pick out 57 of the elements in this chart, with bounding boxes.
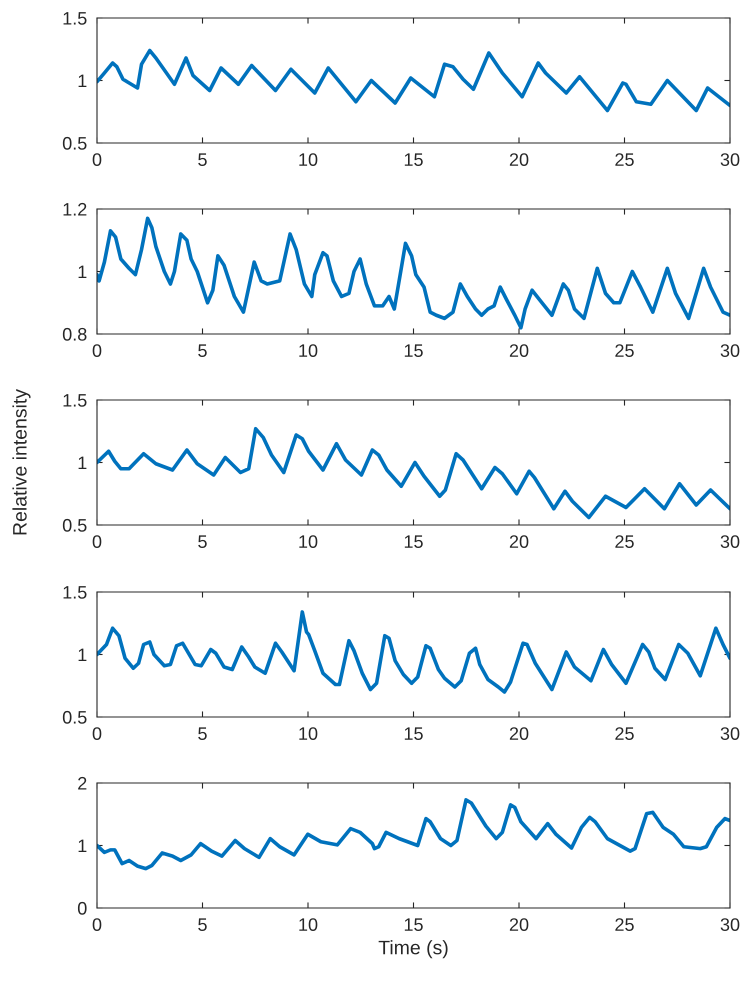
x-tick-label: 20 — [510, 344, 528, 357]
y-tick-label: 1 — [78, 648, 86, 662]
y-tick-label: 0.5 — [62, 136, 87, 150]
x-tick-label: 5 — [198, 344, 207, 357]
line-series — [97, 48, 730, 112]
line-series — [97, 798, 730, 870]
x-tick-label: 15 — [404, 344, 423, 357]
x-tick-label: 0 — [92, 153, 102, 166]
y-tick-label: 0.5 — [62, 710, 87, 724]
x-tick-label: 15 — [404, 918, 423, 931]
x-tick-label: 5 — [198, 535, 207, 548]
x-tick-label: 30 — [720, 918, 740, 931]
x-tick-label: 15 — [404, 727, 423, 740]
x-tick-label: 5 — [198, 153, 207, 166]
x-tick-label: 30 — [720, 727, 740, 740]
x-tick-label: 25 — [615, 344, 634, 357]
x-tick-label: 25 — [615, 153, 634, 166]
x-tick-label: 15 — [404, 153, 423, 166]
y-tick-label: 1.2 — [64, 202, 86, 216]
x-tick-label: 20 — [510, 918, 528, 931]
x-tick-label: 30 — [720, 153, 740, 166]
y-tick-label: 2 — [78, 776, 86, 790]
y-tick-label: 1 — [78, 266, 86, 278]
x-tick-label: 20 — [510, 153, 528, 166]
x-tick-label: 30 — [720, 344, 740, 357]
y-tick-label: 0.8 — [62, 328, 86, 341]
y-tick-label: 1 — [78, 74, 86, 88]
x-tick-label: 5 — [198, 918, 207, 931]
x-tick-label: 10 — [299, 727, 318, 740]
x-tick-label: 25 — [615, 727, 634, 740]
x-tick-label: 30 — [720, 535, 740, 548]
y-tick-label: 0 — [78, 902, 87, 915]
x-axis-title: Time (s) — [378, 940, 448, 958]
x-tick-label: 20 — [510, 727, 528, 740]
x-tick-label: 15 — [404, 535, 423, 548]
y-tick-label: 1 — [78, 840, 86, 852]
x-tick-label: 25 — [615, 535, 634, 548]
x-tick-label: 0 — [92, 344, 102, 357]
x-tick-label: 0 — [92, 535, 102, 548]
line-series — [97, 610, 730, 694]
x-tick-label: 10 — [299, 918, 318, 931]
y-tick-label: 0.5 — [62, 518, 87, 532]
y-tick-label: 1.5 — [64, 394, 87, 407]
line-series — [97, 216, 730, 330]
x-tick-label: 0 — [92, 918, 102, 931]
y-axis-title: Relative intensity — [12, 389, 31, 534]
x-tick-label: 10 — [299, 344, 318, 357]
y-tick-label: 1 — [78, 456, 86, 470]
y-tick-label: 1.5 — [64, 12, 87, 25]
x-tick-label: 20 — [510, 535, 528, 548]
x-tick-label: 5 — [198, 727, 207, 740]
x-tick-label: 25 — [615, 918, 634, 931]
x-tick-label: 10 — [299, 153, 318, 166]
x-tick-label: 0 — [92, 727, 102, 740]
line-series — [97, 426, 730, 520]
x-tick-label: 10 — [299, 535, 318, 548]
y-tick-label: 1.5 — [64, 586, 87, 599]
